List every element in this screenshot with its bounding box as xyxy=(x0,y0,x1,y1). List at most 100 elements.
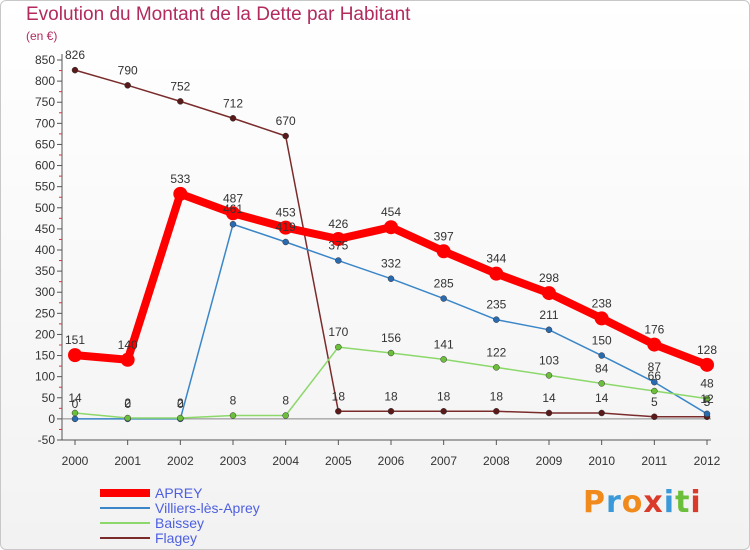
logo-letter: o xyxy=(621,485,644,520)
x-tick-label: 2010 xyxy=(588,454,615,468)
logo-letter: r xyxy=(606,485,622,520)
data-label-aprey: 140 xyxy=(118,338,138,352)
legend-swatch-villiers xyxy=(100,507,150,509)
y-tick-label: 150 xyxy=(35,349,55,363)
data-point-baissey xyxy=(651,387,658,395)
data-label-aprey: 426 xyxy=(328,217,348,231)
data-label-baissey: 8 xyxy=(230,394,237,408)
data-label-aprey: 298 xyxy=(539,271,559,285)
data-point-baissey xyxy=(387,349,395,357)
data-point-villiers xyxy=(493,316,500,323)
data-label-flagey: 670 xyxy=(276,114,296,128)
data-label-flagey: 14 xyxy=(542,391,556,405)
x-tick-label: 2012 xyxy=(694,454,721,468)
data-point-aprey xyxy=(331,232,346,247)
y-tick-label: 300 xyxy=(35,285,55,299)
data-label-aprey: 128 xyxy=(697,343,717,357)
series-line-baissey xyxy=(74,346,708,419)
y-tick-label: 350 xyxy=(35,264,55,278)
data-point-baissey xyxy=(335,343,342,351)
legend-swatch-flagey xyxy=(100,537,150,539)
data-label-aprey: 151 xyxy=(65,333,85,347)
x-tick-label: 2005 xyxy=(325,454,352,468)
data-label-aprey: 176 xyxy=(644,323,664,337)
data-point-flagey xyxy=(71,66,79,74)
data-label-aprey: 344 xyxy=(486,252,506,266)
data-point-flagey xyxy=(440,408,447,415)
data-point-villiers xyxy=(703,410,711,418)
y-tick-label: 0 xyxy=(48,412,55,426)
data-point-baissey xyxy=(177,414,184,422)
x-tick-label: 2009 xyxy=(536,454,563,468)
data-label-villiers: 150 xyxy=(592,334,612,348)
x-tick-label: 2000 xyxy=(62,454,89,468)
data-point-flagey xyxy=(651,413,658,421)
data-label-villiers: 419 xyxy=(276,220,296,234)
legend-label-aprey: APREY xyxy=(155,485,203,501)
logo-letter: P xyxy=(583,485,606,520)
data-label-baissey: 84 xyxy=(595,361,609,375)
data-label-baissey: 14 xyxy=(68,391,82,405)
data-point-aprey xyxy=(542,286,556,301)
data-label-villiers: 87 xyxy=(648,360,662,374)
data-label-baissey: 2 xyxy=(124,396,131,410)
data-point-baissey xyxy=(493,364,500,371)
legend-swatch-baissey xyxy=(100,522,150,524)
data-point-villiers xyxy=(651,378,658,386)
y-tick-label: 850 xyxy=(35,53,55,67)
data-point-baissey xyxy=(71,409,79,417)
data-label-flagey: 5 xyxy=(651,395,658,409)
data-label-villiers: 235 xyxy=(486,298,506,312)
legend-label-flagey: Flagey xyxy=(155,530,198,546)
data-label-villiers: 0 xyxy=(124,397,131,411)
data-point-flagey xyxy=(335,408,342,415)
data-label-villiers: 461 xyxy=(223,202,243,216)
data-label-aprey: 454 xyxy=(381,205,401,219)
data-point-villiers xyxy=(229,220,237,228)
y-tick-label: 200 xyxy=(35,327,55,341)
data-label-aprey: 397 xyxy=(434,229,454,243)
data-point-flagey xyxy=(282,132,289,140)
y-tick-label: 750 xyxy=(35,95,55,109)
legend-label-villiers: Villiers-lès-Aprey xyxy=(155,500,260,516)
x-tick-label: 2008 xyxy=(483,454,510,468)
x-tick-label: 2007 xyxy=(430,454,457,468)
data-point-aprey xyxy=(278,220,293,235)
data-label-villiers: 211 xyxy=(539,308,558,322)
y-tick-label: 800 xyxy=(35,74,55,88)
x-tick-label: 2003 xyxy=(220,454,247,468)
legend-label-baissey: Baissey xyxy=(155,515,205,531)
data-label-flagey: 790 xyxy=(118,63,138,77)
data-label-villiers: 0 xyxy=(72,397,79,411)
data-point-villiers xyxy=(335,257,342,264)
data-point-flagey xyxy=(598,409,605,417)
data-label-aprey: 533 xyxy=(170,172,190,186)
data-label-villiers: 12 xyxy=(700,392,714,406)
y-tick-label: 700 xyxy=(35,116,55,130)
data-label-baissey: 66 xyxy=(648,369,662,383)
legend-swatch-aprey xyxy=(100,489,150,497)
data-label-baissey: 2 xyxy=(177,396,184,410)
y-tick-label: 400 xyxy=(35,243,55,257)
data-point-flagey xyxy=(387,408,395,415)
data-point-aprey xyxy=(489,266,504,281)
data-label-flagey: 18 xyxy=(384,389,398,403)
data-label-flagey: 5 xyxy=(704,395,711,409)
data-point-villiers xyxy=(282,238,289,246)
data-label-flagey: 712 xyxy=(223,96,243,110)
y-tick-label: 50 xyxy=(42,391,56,405)
y-tick-label: 600 xyxy=(35,159,55,173)
data-point-villiers xyxy=(598,352,605,359)
chart-title: Evolution du Montant de la Dette par Hab… xyxy=(26,4,411,25)
logo-letter: i xyxy=(690,485,702,520)
chart-unit: (en €) xyxy=(26,29,58,43)
data-point-aprey xyxy=(120,352,135,367)
data-point-aprey xyxy=(173,186,188,201)
data-point-aprey xyxy=(384,220,398,235)
logo-letter: t xyxy=(675,485,691,520)
data-label-baissey: 170 xyxy=(328,325,348,339)
data-point-villiers xyxy=(71,415,79,423)
data-label-aprey: 487 xyxy=(223,191,243,205)
data-point-flagey xyxy=(493,408,500,415)
